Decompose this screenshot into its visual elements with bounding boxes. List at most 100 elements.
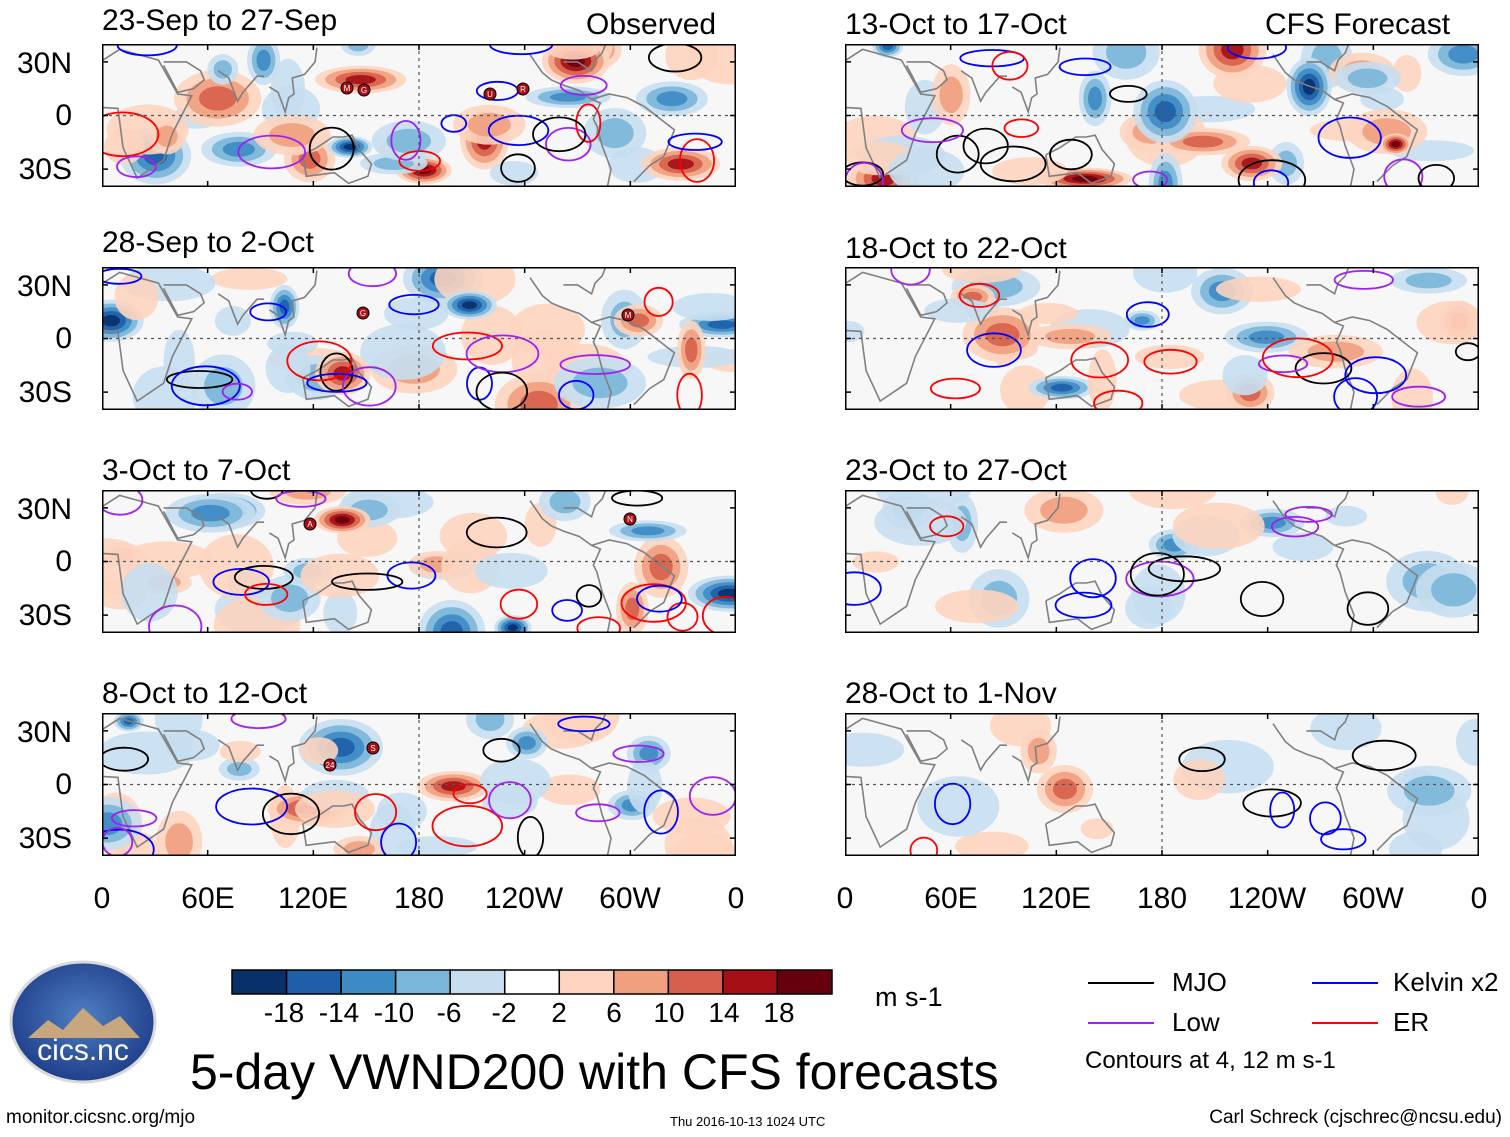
colorbar-swatch [722, 969, 779, 995]
colorbar-label: 2 [551, 997, 567, 1028]
storm-marker: S [366, 741, 380, 755]
lon-label: 60E [924, 882, 978, 915]
colorbar-swatch [558, 969, 615, 995]
storm-marker-label: A [307, 520, 313, 529]
panel-title: 13-Oct to 17-Oct [845, 8, 1067, 41]
lon-label: 60W [599, 882, 661, 915]
colorbar-label: -18 [263, 997, 305, 1028]
colorbar-label: -6 [436, 997, 462, 1028]
storm-marker-label: N [627, 515, 633, 524]
panel-title: 28-Sep to 2-Oct [102, 226, 314, 259]
lat-label: 0 [55, 545, 72, 578]
colorbar-swatch [394, 969, 451, 995]
lon-label: 60W [1342, 882, 1404, 915]
figure-title: 5-day VWND200 with CFS forecasts [190, 1044, 999, 1100]
colorbar-label: 14 [708, 997, 740, 1028]
colorbar-swatch [285, 969, 342, 995]
footer-author: Carl Schreck (cjschrec@ncsu.edu) [1209, 1107, 1502, 1128]
lat-label: 0 [55, 768, 72, 801]
storm-marker: 24 [323, 758, 337, 772]
lon-label: 180 [1136, 882, 1188, 915]
map-panel-4: 24 S [102, 713, 736, 856]
storm-marker-label: M [625, 311, 632, 320]
lon-label: 180 [393, 882, 445, 915]
map-panel-8 [845, 713, 1479, 856]
panel-title: 18-Oct to 22-Oct [845, 232, 1067, 265]
lon-label: 0 [727, 882, 745, 915]
colorbar-label: 18 [763, 997, 795, 1028]
storm-marker-label: 24 [326, 761, 335, 770]
storm-marker-label: U [487, 90, 493, 99]
panel-title: 3-Oct to 7-Oct [102, 454, 291, 487]
storm-marker: M [340, 81, 354, 95]
lon-label: 0 [1470, 882, 1488, 915]
lon-label: 120W [1227, 882, 1307, 915]
colorbar-label: 6 [606, 997, 622, 1028]
legend-line-mjo [1088, 982, 1154, 984]
legend-line-low [1088, 1022, 1154, 1024]
cics-logo: cics.nc [9, 960, 157, 1084]
colorbar-swatch [340, 969, 397, 995]
contour-note: Contours at 4, 12 m s-1 [1085, 1047, 1336, 1074]
lat-label: 30S [18, 822, 72, 855]
colorbar-label: 10 [653, 997, 685, 1028]
footer-timestamp: Thu 2016-10-13 1024 UTC [670, 1114, 826, 1129]
map-panel-5 [845, 44, 1479, 187]
panel-title: 23-Oct to 27-Oct [845, 454, 1067, 487]
lon-label: 120W [484, 882, 564, 915]
legend-label: Low [1172, 1007, 1220, 1037]
legend-label: MJO [1172, 967, 1227, 997]
legend-label: ER [1393, 1007, 1430, 1037]
lon-label: 120E [1020, 882, 1092, 915]
logo-text: cics.nc [37, 1034, 129, 1067]
storm-marker: G [357, 83, 371, 97]
lat-label: 0 [55, 322, 72, 355]
lat-label: 0 [55, 99, 72, 132]
panel-title: 8-Oct to 12-Oct [102, 677, 308, 710]
storm-marker: R [516, 82, 530, 96]
forecast-label: CFS Forecast [1265, 8, 1451, 41]
colorbar-label: -10 [373, 997, 415, 1028]
storm-marker: N [623, 512, 637, 526]
lat-label: 30N [16, 493, 72, 526]
colorbar-swatch [231, 969, 288, 995]
colorbar-label: -14 [318, 997, 360, 1028]
colorbar-swatch [776, 969, 833, 995]
storm-marker-label: R [520, 85, 526, 94]
storm-marker: A [303, 517, 317, 531]
map-panel-7 [845, 490, 1479, 633]
storm-marker-label: S [370, 744, 375, 753]
storm-marker: M [621, 308, 635, 322]
colorbar-units: m s-1 [875, 982, 943, 1012]
map-panel-6 [845, 267, 1479, 410]
lon-label: 60E [181, 882, 235, 915]
colorbar-swatch [667, 969, 724, 995]
colorbar [231, 969, 833, 995]
lat-label: 30N [16, 47, 72, 80]
observed-label: Observed [586, 8, 717, 41]
map-panel-1: M G UR [102, 44, 736, 187]
lat-label: 30N [16, 270, 72, 303]
storm-marker: G [356, 306, 370, 320]
colorbar-swatch [613, 969, 670, 995]
lon-label: 120E [277, 882, 349, 915]
lon-label: 0 [836, 882, 854, 915]
footer-url[interactable]: monitor.cicsnc.org/mjo [6, 1107, 196, 1128]
colorbar-swatch [449, 969, 506, 995]
map-panel-3: AN [102, 490, 736, 633]
lat-label: 30S [18, 599, 72, 632]
lat-label: 30S [18, 153, 72, 186]
storm-marker-label: M [344, 84, 351, 93]
lat-label: 30N [16, 716, 72, 749]
lon-label: 0 [93, 882, 111, 915]
storm-marker: U [483, 87, 497, 101]
legend-line-er [1312, 1022, 1378, 1024]
colorbar-label: -2 [491, 997, 517, 1028]
panel-title: 23-Sep to 27-Sep [102, 4, 338, 37]
storm-marker-label: G [361, 86, 367, 95]
storm-marker-label: G [360, 309, 366, 318]
legend-line-kelvin [1312, 982, 1378, 984]
lat-label: 30S [18, 376, 72, 409]
colorbar-swatch [503, 969, 561, 995]
